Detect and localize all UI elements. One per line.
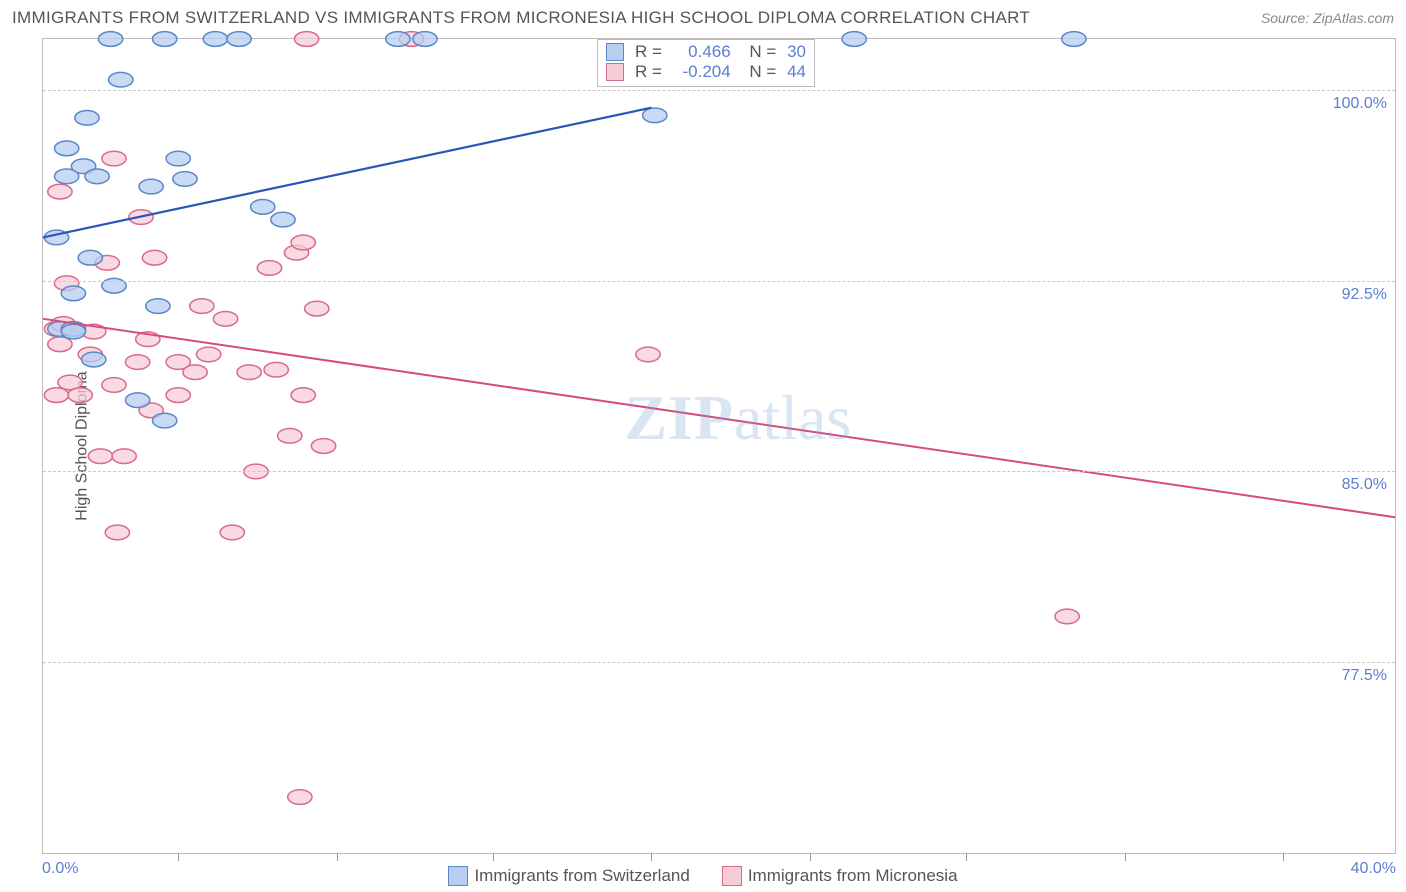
scatter-point [173,172,197,187]
stats-n-value: 30 [787,42,806,62]
scatter-point [166,151,190,166]
scatter-point [102,378,126,393]
scatter-point [237,365,261,380]
scatter-point [190,299,214,314]
scatter-point [1062,32,1086,47]
scatter-point [102,151,126,166]
scatter-point [82,352,106,367]
scatter-point [294,32,318,47]
scatter-point [54,141,78,156]
stats-swatch [606,63,624,81]
y-tick-label: 92.5% [1342,286,1387,304]
scatter-point [61,286,85,301]
scatter-point [78,250,102,265]
scatter-point [153,32,177,47]
stats-r-label: R = [630,42,666,62]
scatter-point [271,212,295,227]
scatter-point [109,72,133,87]
scatter-point [125,355,149,370]
stats-n-value: 44 [787,62,806,82]
source-label: Source: ZipAtlas.com [1261,10,1394,26]
scatter-point [48,184,72,199]
gridline [43,471,1395,472]
scatter-point [291,235,315,250]
stats-n-label: N = [745,42,781,62]
scatter-point [305,301,329,316]
scatter-point [139,179,163,194]
scatter-point [196,347,220,362]
scatter-point [386,32,410,47]
legend-label-swiss: Immigrants from Switzerland [474,866,689,886]
scatter-point [278,428,302,443]
scatter-point [251,200,275,215]
scatter-point [112,449,136,464]
scatter-point [288,790,312,805]
scatter-point [142,250,166,265]
stats-r-value: -0.204 [673,62,731,82]
scatter-point [636,347,660,362]
scatter-point [183,365,207,380]
scatter-point [75,111,99,126]
scatter-svg [43,39,1395,853]
stats-r-value: 0.466 [673,42,731,62]
scatter-point [88,449,112,464]
stats-legend-row: R = -0.204 N = 44 [606,62,806,82]
y-tick-label: 77.5% [1342,667,1387,685]
gridline [43,662,1395,663]
series-legend: Immigrants from Switzerland Immigrants f… [0,866,1406,886]
legend-item-micro: Immigrants from Micronesia [722,866,958,886]
scatter-point [264,362,288,377]
y-tick-label: 85.0% [1342,476,1387,494]
scatter-point [1055,609,1079,624]
scatter-point [61,324,85,339]
scatter-point [68,388,92,403]
gridline [43,90,1395,91]
scatter-point [146,299,170,314]
scatter-point [153,413,177,428]
y-tick-label: 100.0% [1333,95,1387,113]
scatter-point [105,525,129,540]
scatter-point [643,108,667,123]
gridline [43,281,1395,282]
scatter-point [203,32,227,47]
chart-plot-area: ZIPatlas R = 0.466 N = 30 R = -0.204 N =… [42,38,1396,854]
legend-swatch-swiss [448,866,468,886]
legend-swatch-micro [722,866,742,886]
scatter-point [227,32,251,47]
stats-r-label: R = [630,62,666,82]
stats-legend-row: R = 0.466 N = 30 [606,42,806,62]
scatter-point [220,525,244,540]
scatter-point [291,388,315,403]
scatter-point [98,32,122,47]
scatter-point [125,393,149,408]
scatter-point [257,261,281,276]
correlation-legend: R = 0.466 N = 30 R = -0.204 N = 44 [597,39,815,87]
scatter-point [44,388,68,403]
scatter-point [413,32,437,47]
scatter-point [311,439,335,454]
scatter-point [213,311,237,326]
scatter-point [48,337,72,352]
legend-item-swiss: Immigrants from Switzerland [448,866,689,886]
stats-swatch [606,43,624,61]
scatter-point [166,388,190,403]
scatter-point [842,32,866,47]
stats-n-label: N = [745,62,781,82]
trend-line [43,319,1395,517]
legend-label-micro: Immigrants from Micronesia [748,866,958,886]
trend-line [43,108,651,238]
chart-title: IMMIGRANTS FROM SWITZERLAND VS IMMIGRANT… [12,8,1030,28]
scatter-point [85,169,109,184]
